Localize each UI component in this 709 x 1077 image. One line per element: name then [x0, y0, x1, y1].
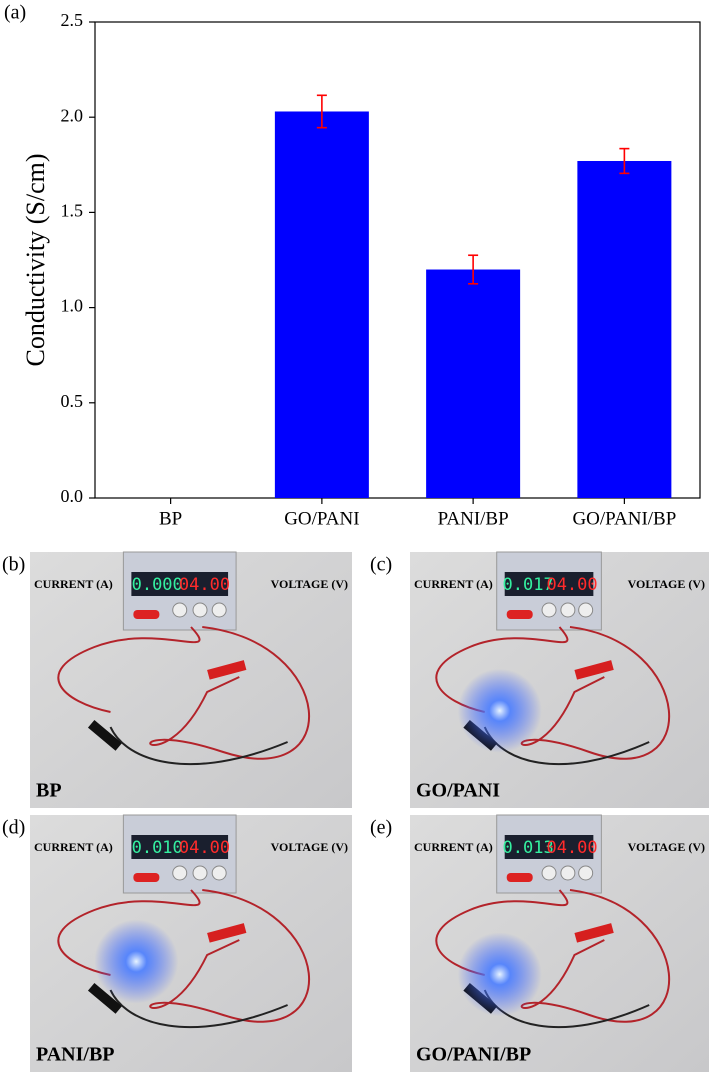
- wire: [57, 889, 201, 976]
- voltage-display: 04.00: [179, 838, 230, 858]
- red-button: [506, 873, 533, 882]
- y-tick-label: 0.5: [61, 391, 84, 411]
- wire: [435, 626, 569, 713]
- display-panel: [504, 835, 594, 859]
- wire: [149, 626, 311, 760]
- clip: [207, 923, 247, 943]
- voltage-display: 04.00: [546, 838, 597, 858]
- y-axis-label: Conductivity (S/cm): [21, 153, 50, 366]
- knob: [578, 865, 594, 881]
- caption: BP: [36, 780, 62, 802]
- voltage-display: 04.00: [546, 575, 597, 595]
- red-button: [506, 610, 533, 619]
- y-tick-label: 2.0: [61, 105, 84, 125]
- current-display: 0.010: [132, 838, 183, 858]
- voltage-label: VOLTAGE (V): [271, 577, 348, 591]
- clip: [207, 660, 247, 680]
- error-bar: [619, 147, 630, 175]
- current-display: 0.013: [503, 838, 554, 858]
- wire: [435, 889, 569, 976]
- red-button: [133, 610, 160, 619]
- caption: GO/PANI: [416, 780, 500, 802]
- panel-label: (d): [2, 817, 25, 839]
- panel-label: (c): [370, 554, 392, 576]
- display-panel: [504, 572, 594, 596]
- x-tick-label: BP: [159, 508, 182, 529]
- plot-frame: [94, 21, 701, 499]
- error-bar: [316, 94, 327, 129]
- knob: [172, 602, 188, 618]
- display-panel: [131, 835, 229, 859]
- clip: [87, 720, 122, 751]
- caption: GO/PANI/BP: [416, 1044, 531, 1066]
- knob: [541, 602, 557, 618]
- x-tick-label: GO/PANI/BP: [572, 508, 676, 529]
- current-label: CURRENT (A): [414, 577, 493, 591]
- knob: [192, 602, 208, 618]
- wire: [109, 989, 288, 1029]
- panel-label: (e): [370, 817, 392, 839]
- bar: [426, 269, 521, 498]
- current-display: 0.000: [132, 575, 183, 595]
- knob: [172, 865, 188, 881]
- led-glow: [457, 668, 542, 753]
- wire: [520, 889, 670, 1023]
- panel-label: (a): [4, 2, 26, 24]
- bar: [274, 111, 369, 498]
- clip: [574, 923, 614, 943]
- led-glow: [457, 932, 542, 1017]
- wire: [57, 626, 201, 713]
- y-tick-label: 1.5: [61, 201, 84, 221]
- knob: [541, 865, 557, 881]
- x-tick-label: PANI/BP: [438, 508, 509, 529]
- y-tick-label: 0.0: [61, 486, 84, 506]
- current-label: CURRENT (A): [34, 577, 113, 591]
- bar: [577, 160, 672, 498]
- current-label: CURRENT (A): [34, 840, 113, 854]
- voltage-display: 04.00: [179, 575, 230, 595]
- y-tick-label: 2.5: [61, 10, 84, 30]
- knob: [192, 865, 208, 881]
- led-glow: [94, 919, 179, 1004]
- voltage-label: VOLTAGE (V): [628, 840, 705, 854]
- display-panel: [131, 572, 229, 596]
- wire: [109, 726, 288, 766]
- wire: [149, 889, 311, 1023]
- knob: [560, 865, 576, 881]
- wire: [520, 626, 670, 760]
- y-tick-label: 1.0: [61, 296, 84, 316]
- voltage-label: VOLTAGE (V): [271, 840, 348, 854]
- knob: [578, 602, 594, 618]
- clip: [574, 660, 614, 680]
- clip: [87, 983, 122, 1014]
- red-button: [133, 873, 160, 882]
- current-label: CURRENT (A): [414, 840, 493, 854]
- voltage-label: VOLTAGE (V): [628, 577, 705, 591]
- x-tick-label: GO/PANI: [284, 508, 359, 529]
- knob: [560, 602, 576, 618]
- error-bar: [468, 254, 479, 285]
- panel-label: (b): [2, 554, 25, 576]
- caption: PANI/BP: [36, 1044, 115, 1066]
- current-display: 0.017: [503, 575, 554, 595]
- knob: [211, 865, 227, 881]
- knob: [211, 602, 227, 618]
